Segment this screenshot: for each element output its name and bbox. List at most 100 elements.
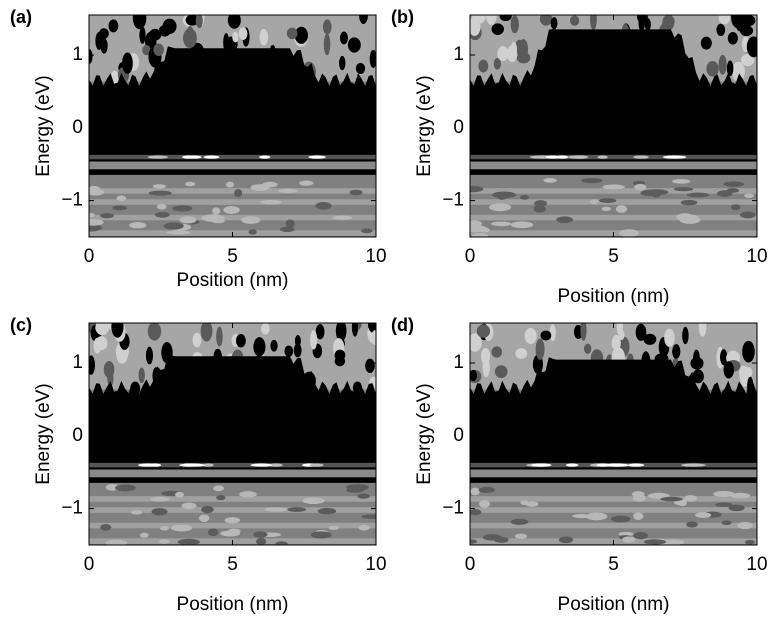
- contour-gap: [470, 357, 757, 483]
- contour-blob: [238, 27, 248, 40]
- contour-blob: [369, 49, 376, 68]
- contour-blob: [287, 507, 307, 512]
- x-axis-label: Position (nm): [558, 286, 670, 307]
- contour-blob: [339, 55, 346, 71]
- contour-blob: [682, 326, 689, 345]
- contour-blob: [622, 536, 636, 543]
- contour-stripe: [470, 496, 757, 502]
- contour-blob: [105, 539, 128, 545]
- contour-blob: [664, 328, 675, 347]
- contour-blob: [470, 539, 477, 544]
- x-tick-label: 10: [746, 554, 767, 575]
- contour-blob: [358, 524, 370, 531]
- x-tick-label: 0: [84, 554, 95, 575]
- contour-blob: [524, 327, 537, 344]
- contour-blob: [615, 205, 628, 213]
- contour-blob: [334, 355, 346, 367]
- x-tick-label: 5: [608, 554, 619, 575]
- contour-blob: [100, 37, 108, 54]
- panel-label: (d): [391, 315, 414, 335]
- x-axis-label: Position (nm): [558, 594, 670, 615]
- contour-blob: [315, 202, 332, 210]
- contour-blob: [151, 508, 168, 516]
- contour-blob: [690, 357, 704, 370]
- contour-blob: [177, 538, 200, 545]
- contour-blob: [349, 189, 363, 196]
- contour-blob: [220, 530, 241, 537]
- contour-blob: [491, 23, 504, 35]
- contour-blob: [726, 60, 734, 77]
- contour-blob: [130, 510, 143, 515]
- contour-blob: [589, 15, 597, 30]
- contour-blob: [234, 189, 243, 198]
- contour-blob: [158, 539, 170, 544]
- contour-blob: [185, 181, 196, 187]
- contour-blob: [310, 531, 332, 539]
- contour-blob: [142, 45, 151, 56]
- contour-blob: [107, 371, 114, 387]
- contour-blob: [520, 500, 529, 506]
- contour-blob: [203, 155, 220, 159]
- contour-blob: [148, 28, 162, 41]
- contour-blob: [175, 491, 184, 498]
- contour-blob: [201, 505, 214, 514]
- contour-blob: [235, 334, 246, 348]
- contour-blob: [478, 486, 495, 494]
- contour-blob: [497, 45, 509, 62]
- contour-blob: [355, 62, 366, 74]
- contour-blob: [580, 323, 587, 341]
- contour-blob: [596, 463, 611, 467]
- contour-blob: [638, 15, 645, 32]
- contour-blob: [347, 37, 361, 53]
- contour-blob: [672, 344, 681, 359]
- contour-blob: [556, 216, 574, 224]
- contour-blob: [510, 221, 534, 229]
- contour-blob: [633, 512, 644, 521]
- contour-blob: [514, 39, 525, 56]
- x-tick-label: 10: [365, 246, 386, 267]
- contour-blob: [723, 181, 745, 187]
- contour-blob: [470, 509, 482, 516]
- contour-blob: [207, 528, 219, 537]
- contour-blob: [171, 524, 193, 532]
- contour-blob: [476, 324, 491, 338]
- contour-blob: [145, 346, 154, 365]
- contour-blob: [278, 188, 298, 194]
- contour-blob: [706, 61, 719, 77]
- contour-blob: [129, 222, 147, 229]
- contour-blob: [618, 329, 625, 341]
- contour-blob: [150, 496, 170, 502]
- contour-blob: [602, 184, 625, 190]
- contour-stripe: [89, 507, 376, 513]
- contour-blob: [216, 495, 226, 501]
- contour-blob: [166, 230, 191, 235]
- contour-blob: [482, 534, 502, 541]
- contour-blob: [470, 185, 484, 193]
- contour-blob: [132, 15, 147, 30]
- contour-blob: [585, 512, 608, 521]
- y-tick-label: 0: [72, 117, 83, 138]
- contour-blob: [635, 323, 647, 341]
- x-tick-label: 0: [465, 554, 476, 575]
- contour-blob: [486, 15, 497, 25]
- contour-blob: [610, 463, 624, 467]
- contour-blob: [308, 155, 326, 159]
- contour-blob: [569, 15, 580, 26]
- contour-blob: [310, 330, 318, 350]
- contour-blob: [361, 228, 373, 234]
- contour-blob: [116, 195, 127, 202]
- contour-blob: [89, 189, 105, 196]
- contour-blob: [239, 491, 257, 498]
- contour-blob: [279, 226, 295, 233]
- contour-blob: [735, 18, 745, 32]
- y-tick-label: −1: [61, 498, 83, 519]
- contour-stripe: [89, 188, 376, 194]
- contour-blob: [742, 340, 755, 363]
- contour-blob: [115, 484, 136, 492]
- contour-blob: [264, 507, 288, 512]
- contour-blob: [93, 337, 102, 354]
- contour-blob: [744, 539, 755, 545]
- contour-blob: [718, 15, 731, 25]
- contour-blob: [200, 323, 213, 342]
